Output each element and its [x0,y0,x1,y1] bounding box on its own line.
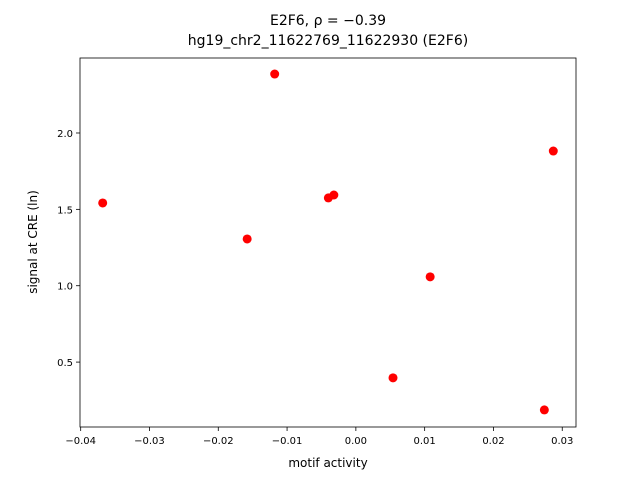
point [329,190,339,200]
x-tick-label: −0.02 [203,436,234,447]
chart-title: E2F6, ρ = −0.39 [270,13,386,29]
point [98,198,108,208]
y-tick-label: 2.0 [57,129,73,140]
x-tick-label: −0.01 [272,436,303,447]
y-tick-label: 0.5 [57,358,73,369]
plot-frame [79,57,577,428]
y-tick-label: 1.5 [57,205,73,216]
x-tick-label: 0.02 [482,436,504,447]
x-tick-label: −0.03 [134,436,165,447]
x-tick-label: −0.04 [65,436,96,447]
point [388,373,398,383]
y-axis-label: signal at CRE (ln) [26,190,40,294]
point [539,405,549,415]
x-tick-label: 0.01 [414,436,436,447]
x-tick-label: 0.03 [551,436,573,447]
point [270,69,280,79]
point [242,234,252,244]
point [548,146,558,156]
y-tick-label: 1.0 [57,282,73,293]
x-axis-label: motif activity [288,456,367,470]
point [425,272,435,282]
chart-subtitle: hg19_chr2_11622769_11622930 (E2F6) [188,33,468,49]
x-tick-label: 0.00 [345,436,367,447]
